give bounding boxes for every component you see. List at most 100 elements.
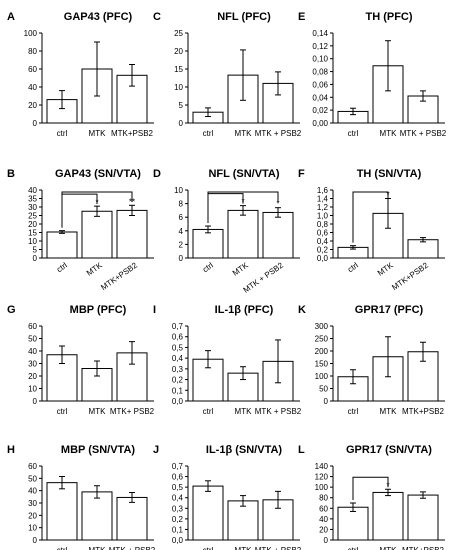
panel-title: GPR17 (PFC) [355, 304, 424, 316]
chart-panel-j: J IL-1β (SN/VTA) 0,0 0,10,2 0,30,4 0,50,6 0,7 c… [153, 444, 302, 550]
y-tick-label: 20 [319, 525, 328, 534]
chart-panel-c: C NFL (PFC) 0 5 10 15 20 25 ctrl MTK MTK + PSB2 [153, 11, 302, 138]
chart-panel-i: I IL-1β (PFC) 0,0 0,10,2 0,3 0,4 0,50,6 0,7 ctrl… [153, 304, 302, 416]
comparison-bracket [352, 191, 389, 243]
panel-title: MBP (PFC) [70, 304, 127, 316]
category-label: MTK+PSB2 [402, 407, 445, 416]
y-tick-label: 1,2 [317, 203, 329, 212]
panel-letter: A [7, 11, 15, 23]
y-tick-label: 0,12 [312, 42, 328, 51]
category-label: MTK+PSB2 [111, 129, 154, 138]
y-tick-label: 40 [319, 515, 328, 524]
y-tick-label: 50 [28, 335, 37, 344]
bar-3 [116, 496, 148, 541]
comparison-bracket [352, 476, 389, 500]
bar-3 [262, 211, 294, 259]
category-label: ctrl [346, 261, 360, 275]
category-label: MTK [231, 260, 251, 277]
y-tick-label: 0,6 [172, 333, 184, 342]
category-label: MTK [380, 407, 398, 416]
y-tick-label: 30 [28, 360, 37, 369]
panel-letter: B [7, 168, 15, 180]
bar-2 [227, 209, 259, 259]
y-tick-label: 25 [28, 212, 37, 221]
y-tick-label: 0,06 [312, 80, 328, 89]
y-tick-label: 0,7 [172, 322, 184, 331]
y-tick-label: 20 [28, 220, 37, 229]
y-tick-label: 40 [28, 83, 37, 92]
category-label: MTK [89, 407, 107, 416]
y-tick-label: 0,5 [172, 343, 184, 352]
y-tick-label: 0,7 [172, 462, 184, 471]
panel-title: IL-1β (SN/VTA) [206, 444, 283, 456]
y-tick-label: 1,6 [317, 186, 329, 195]
y-tick-label: 0,04 [312, 93, 328, 102]
category-label: MTK [376, 260, 396, 277]
panel-letter: E [298, 11, 305, 23]
y-tick-label: 20 [28, 101, 37, 110]
y-tick-label: 140 [315, 462, 329, 471]
panel-title: GAP43 (PFC) [64, 11, 133, 23]
category-label: MTK [235, 407, 253, 416]
panel-title: GAP43 (SN/VTA) [55, 168, 141, 180]
bar-3 [116, 209, 148, 259]
y-tick-label: 80 [28, 47, 37, 56]
y-tick-label: 250 [315, 335, 329, 344]
y-tick-label: 0,14 [312, 29, 328, 38]
y-tick-label: 0,1 [172, 386, 184, 395]
panel-title: TH (SN/VTA) [357, 168, 422, 180]
panel-letter: F [298, 168, 305, 180]
bar-2 [81, 491, 113, 541]
category-label: MTK+PSB2 [402, 546, 445, 550]
bar-3 [407, 239, 439, 259]
category-label: MTK + PSB2 [255, 546, 302, 550]
y-tick-label: 0,2 [172, 376, 184, 385]
category-label: MTK+PSB2 [390, 260, 430, 292]
bar-3 [407, 494, 439, 541]
y-tick-label: 0 [179, 254, 184, 263]
chart-panel-a: A GAP43 (PFC) 0 20 40 60 80 100 ctrl MTK MTK+PSB2 [7, 11, 154, 138]
y-tick-label: 0,0 [172, 536, 184, 545]
category-label: MTK [89, 129, 107, 138]
panel-letter: I [153, 304, 156, 316]
category-label: MTK + PSB2 [255, 407, 302, 416]
category-label: ctrl [348, 546, 359, 550]
category-label: ctrl [203, 129, 214, 138]
y-tick-label: 10 [174, 186, 183, 195]
y-tick-label: 200 [315, 347, 329, 356]
panel-title: MBP (SN/VTA) [61, 444, 135, 456]
y-tick-label: 120 [315, 473, 329, 482]
bar-1 [192, 485, 224, 541]
y-tick-label: 0,02 [312, 106, 328, 115]
y-tick-label: 0,4 [317, 237, 329, 246]
category-label: MTK [380, 546, 398, 550]
y-tick-label: 0,08 [312, 68, 328, 77]
category-label: ctrl [201, 261, 215, 275]
y-tick-label: 0 [179, 119, 184, 128]
panel-title: IL-1β (PFC) [215, 304, 274, 316]
y-tick-label: 300 [315, 322, 329, 331]
y-tick-label: 0,0 [172, 397, 184, 406]
y-tick-label: 8 [179, 200, 184, 209]
panel-letter: H [7, 444, 15, 456]
y-tick-label: 0,4 [172, 494, 184, 503]
panel-title: GPR17 (SN/VTA) [346, 444, 432, 456]
y-tick-label: 0,5 [172, 483, 184, 492]
panel-letter: D [153, 168, 161, 180]
y-tick-label: 0,2 [317, 246, 329, 255]
panel-letter: C [153, 11, 161, 23]
category-label: MTK + PSB2 [109, 546, 156, 550]
y-tick-label: 40 [28, 186, 37, 195]
y-tick-label: 40 [28, 347, 37, 356]
panel-letter: G [7, 304, 16, 316]
chart-panel-b: B GAP43 (SN/VTA)0510152025303540ctrl*MTK*… [7, 168, 154, 292]
comparison-bracket [207, 191, 279, 224]
y-tick-label: 10 [28, 385, 37, 394]
y-tick-label: 10 [28, 237, 37, 246]
y-tick-label: 50 [319, 385, 328, 394]
y-tick-label: 50 [28, 474, 37, 483]
y-tick-label: 0 [33, 254, 38, 263]
